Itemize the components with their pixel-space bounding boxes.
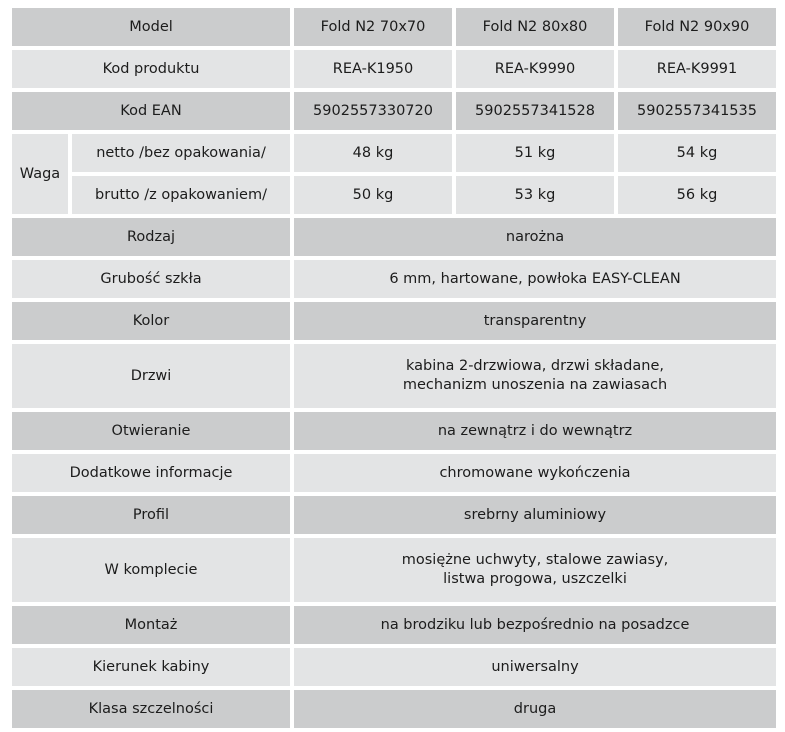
- row-label-waga-brutto: brutto /z opakowaniem/: [72, 176, 291, 214]
- cell-waga-netto-90x90: 54 kg: [618, 134, 777, 172]
- cell-model-70x70: Fold N2 70x70: [294, 8, 453, 46]
- cell-waga-brutto-90x90: 56 kg: [618, 176, 777, 214]
- cell-rodzaj-value: narożna: [294, 218, 777, 256]
- cell-w-komplecie-value: mosiężne uchwyty, stalowe zawiasy, listw…: [294, 538, 777, 602]
- cell-kolor-value: transparentny: [294, 302, 777, 340]
- cell-waga-netto-80x80: 51 kg: [456, 134, 615, 172]
- row-label-otwieranie: Otwieranie: [12, 412, 291, 450]
- table-body: Model Fold N2 70x70 Fold N2 80x80 Fold N…: [12, 8, 777, 728]
- cell-kod-produktu-90x90: REA-K9991: [618, 50, 777, 88]
- table-row: Kod produktu REA-K1950 REA-K9990 REA-K99…: [12, 50, 777, 88]
- table-row: Rodzaj narożna: [12, 218, 777, 256]
- row-label-kolor: Kolor: [12, 302, 291, 340]
- row-label-rodzaj: Rodzaj: [12, 218, 291, 256]
- table-row: Grubość szkła 6 mm, hartowane, powłoka E…: [12, 260, 777, 298]
- table-row: Otwieranie na zewnątrz i do wewnątrz: [12, 412, 777, 450]
- table-row: Drzwi kabina 2-drzwiowa, drzwi składane,…: [12, 344, 777, 408]
- cell-klasa-szczelnosci-value: druga: [294, 690, 777, 728]
- row-label-kierunek-kabiny: Kierunek kabiny: [12, 648, 291, 686]
- row-label-klasa-szczelnosci: Klasa szczelności: [12, 690, 291, 728]
- table-row: Kierunek kabiny uniwersalny: [12, 648, 777, 686]
- cell-waga-brutto-70x70: 50 kg: [294, 176, 453, 214]
- row-label-kod-ean: Kod EAN: [12, 92, 291, 130]
- cell-montaz-value: na brodziku lub bezpośrednio na posadzce: [294, 606, 777, 644]
- row-group-label-waga: Waga: [12, 134, 68, 214]
- table-row: Waga netto /bez opakowania/ 48 kg 51 kg …: [12, 134, 777, 214]
- cell-kod-ean-80x80: 5902557341528: [456, 92, 615, 130]
- cell-waga-netto-70x70: 48 kg: [294, 134, 453, 172]
- table-row: Kolor transparentny: [12, 302, 777, 340]
- table-row: Kod EAN 5902557330720 5902557341528 5902…: [12, 92, 777, 130]
- cell-kod-ean-90x90: 5902557341535: [618, 92, 777, 130]
- table-row: Klasa szczelności druga: [12, 690, 777, 728]
- table-row: Montaż na brodziku lub bezpośrednio na p…: [12, 606, 777, 644]
- cell-kod-produktu-80x80: REA-K9990: [456, 50, 615, 88]
- table-row: Dodatkowe informacje chromowane wykończe…: [12, 454, 777, 492]
- table-row: brutto /z opakowaniem/ 50 kg 53 kg 56 kg: [12, 176, 777, 214]
- row-label-montaz: Montaż: [12, 606, 291, 644]
- cell-dodatkowe-informacje-value: chromowane wykończenia: [294, 454, 777, 492]
- row-label-w-komplecie: W komplecie: [12, 538, 291, 602]
- cell-otwieranie-value: na zewnątrz i do wewnątrz: [294, 412, 777, 450]
- row-label-kod-produktu: Kod produktu: [12, 50, 291, 88]
- cell-kierunek-kabiny-value: uniwersalny: [294, 648, 777, 686]
- cell-model-80x80: Fold N2 80x80: [456, 8, 615, 46]
- table-row: W komplecie mosiężne uchwyty, stalowe za…: [12, 538, 777, 602]
- row-label-profil: Profil: [12, 496, 291, 534]
- table-row: Profil srebrny aluminiowy: [12, 496, 777, 534]
- row-label-model: Model: [12, 8, 291, 46]
- cell-kod-produktu-70x70: REA-K1950: [294, 50, 453, 88]
- row-label-dodatkowe-informacje: Dodatkowe informacje: [12, 454, 291, 492]
- cell-grubosc-szkla-value: 6 mm, hartowane, powłoka EASY-CLEAN: [294, 260, 777, 298]
- cell-kod-ean-70x70: 5902557330720: [294, 92, 453, 130]
- row-label-drzwi: Drzwi: [12, 344, 291, 408]
- table-row: Model Fold N2 70x70 Fold N2 80x80 Fold N…: [12, 8, 777, 46]
- cell-profil-value: srebrny aluminiowy: [294, 496, 777, 534]
- cell-drzwi-value: kabina 2-drzwiowa, drzwi składane, mecha…: [294, 344, 777, 408]
- cell-model-90x90: Fold N2 90x90: [618, 8, 777, 46]
- row-label-waga-netto: netto /bez opakowania/: [72, 134, 291, 172]
- cell-waga-brutto-80x80: 53 kg: [456, 176, 615, 214]
- row-label-grubosc-szkla: Grubość szkła: [12, 260, 291, 298]
- product-specification-table: Model Fold N2 70x70 Fold N2 80x80 Fold N…: [8, 4, 780, 732]
